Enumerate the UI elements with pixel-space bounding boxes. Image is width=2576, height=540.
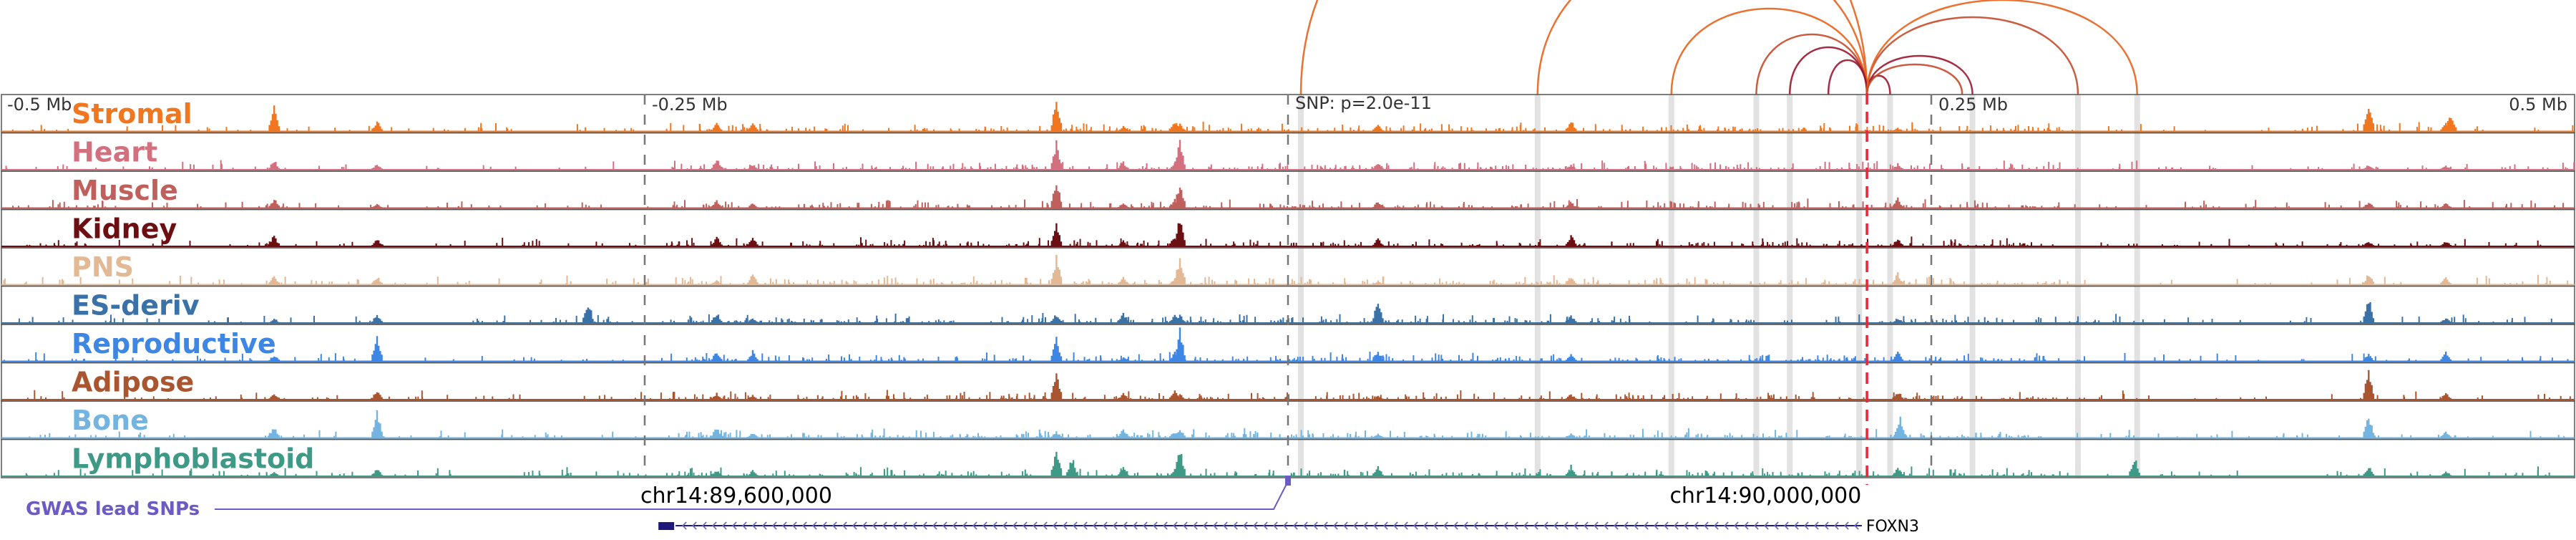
track-signal — [5, 160, 2575, 170]
loop-arc — [1827, 59, 1868, 95]
track-label-lymphoblastoid: Lymphoblastoid — [72, 443, 314, 475]
track-signal — [26, 390, 2571, 400]
track-signal — [11, 122, 2574, 132]
gwas-label: GWAS lead SNPs — [26, 498, 200, 520]
gene-exon — [658, 522, 675, 530]
track-signal — [26, 236, 2542, 246]
track-label-pns: PNS — [72, 251, 134, 283]
tick-label: 0.5 Mb — [2509, 95, 2567, 115]
gwas-snp-marker — [1285, 476, 1291, 486]
track-heart — [1, 132, 2575, 172]
gene-name: FOXN3 — [1866, 518, 1919, 536]
track-muscle — [1, 170, 2575, 211]
track-peaks — [268, 140, 2451, 170]
track-label-es-deriv: ES-deriv — [72, 290, 200, 322]
tick-label: -0.25 Mb — [652, 95, 728, 115]
loop-arc — [1536, 0, 1868, 95]
track-label-adipose: Adipose — [72, 367, 194, 398]
tick-label: 0.25 Mb — [1938, 95, 2008, 115]
track-label-heart: Heart — [72, 137, 157, 168]
annotation-area: chr14:89,600,000 chr14:90,000,000 GWAS lea… — [26, 476, 1919, 536]
track-label-kidney: Kidney — [72, 213, 177, 245]
track-signal — [18, 313, 2552, 323]
track-peaks — [268, 451, 2451, 476]
track-label-muscle: Muscle — [72, 175, 178, 206]
loop-arc — [1865, 54, 1974, 95]
track-peaks — [268, 223, 2451, 246]
loop-arc — [1865, 16, 2079, 95]
tick-label: -0.5 Mb — [7, 95, 72, 115]
loop-arc — [1299, 0, 1868, 95]
track-labels: Stromal Heart Muscle Kidney PNS ES-deriv Repro… — [72, 98, 314, 475]
track-pns — [1, 247, 2575, 287]
track-signal — [3, 274, 2569, 285]
loop-arc — [1865, 63, 1963, 95]
gwas-connector — [215, 481, 1289, 510]
track-es-deriv — [1, 285, 2575, 325]
track-label-bone: Bone — [72, 405, 149, 436]
track-peaks — [268, 302, 2451, 323]
track-peaks — [268, 410, 2451, 438]
loop-arc — [1670, 7, 1868, 95]
coordinate-label: chr14:90,000,000 — [1669, 483, 1861, 508]
track-signal — [29, 428, 2565, 438]
track-bone — [1, 400, 2575, 440]
position-axis: -0.5 Mb -0.25 Mb 0.25 Mb 0.5 Mb SNP: p=2.0e-… — [7, 93, 2567, 485]
track-label-stromal: Stromal — [72, 98, 192, 130]
track-peaks — [268, 254, 2451, 285]
track-peaks — [268, 370, 2451, 400]
track-label-reproductive: Reproductive — [72, 328, 276, 360]
gene-strand-chevrons — [682, 521, 1859, 530]
loop-arcs — [1299, 0, 2138, 95]
track-signal — [3, 352, 2569, 362]
track-peaks — [268, 185, 2451, 208]
track-signal — [25, 466, 2550, 476]
coordinate-label: chr14:89,600,000 — [640, 483, 832, 508]
track-peaks — [268, 102, 2457, 132]
snp-label: SNP: p=2.0e-11 — [1295, 93, 1432, 113]
loop-arc — [1865, 0, 2138, 95]
track-peaks — [268, 327, 2451, 362]
